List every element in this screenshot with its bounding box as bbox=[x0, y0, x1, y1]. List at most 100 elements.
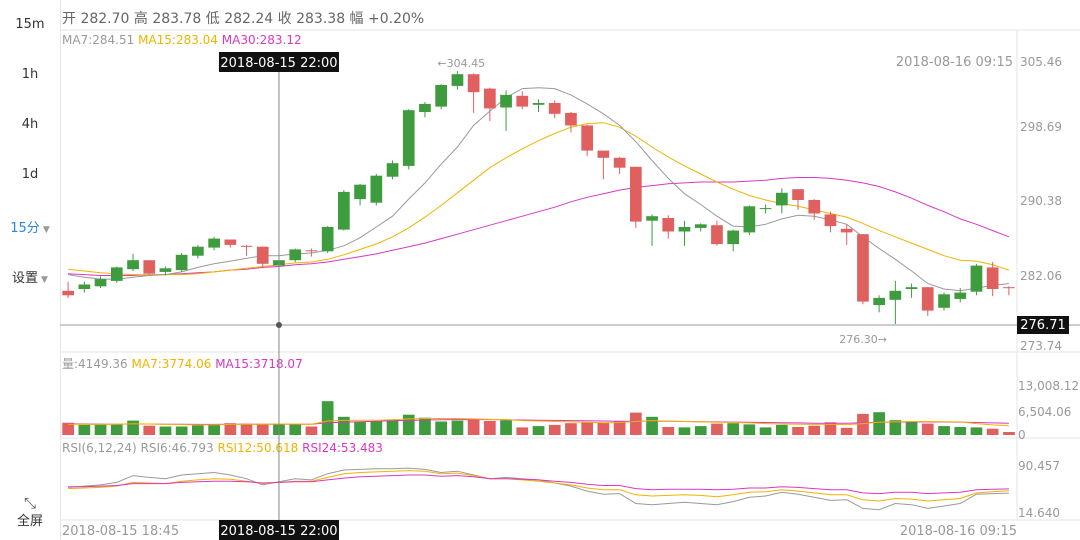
volume-bar bbox=[905, 421, 918, 435]
timeframe-more-dropdown[interactable]: 15分 ▼ bbox=[0, 217, 60, 236]
volume-bar bbox=[240, 423, 253, 435]
candle-body bbox=[662, 218, 675, 232]
volume-bar bbox=[451, 420, 464, 435]
volume-bar bbox=[938, 426, 950, 435]
candle-body bbox=[175, 254, 188, 271]
candle-body bbox=[889, 290, 902, 300]
expand-arrows-icon: ⤡ bbox=[23, 494, 36, 512]
timeframe-1h-label: 1h bbox=[21, 67, 39, 82]
candle-body bbox=[646, 216, 658, 221]
legend-ma7: MA7:284.51 bbox=[62, 33, 135, 47]
candle-body bbox=[500, 94, 512, 108]
timeframe-4h-label: 4h bbox=[21, 117, 39, 132]
candle-body bbox=[208, 238, 220, 248]
volume-bar bbox=[727, 423, 739, 435]
candle-body bbox=[743, 206, 756, 233]
volume-bar bbox=[548, 424, 561, 435]
candle-body bbox=[484, 88, 496, 109]
settings-dropdown[interactable]: 设置 ▼ bbox=[0, 267, 60, 286]
time-axis-end-label: 2018-08-16 09:15 bbox=[900, 524, 1017, 539]
volume-bar bbox=[354, 421, 366, 435]
volume-bar bbox=[62, 422, 74, 435]
timeframe-1d-label: 1d bbox=[21, 167, 39, 182]
volume-bar bbox=[192, 425, 204, 435]
volume-bar bbox=[224, 423, 237, 435]
candle-body bbox=[451, 74, 464, 86]
candle-body bbox=[613, 157, 626, 168]
candle-body bbox=[597, 150, 610, 158]
candle-body bbox=[921, 287, 934, 311]
volume-bar bbox=[386, 419, 399, 435]
candle-body bbox=[467, 74, 480, 93]
candle-body bbox=[808, 200, 821, 214]
volume-bar bbox=[321, 401, 334, 435]
legend-volume-ma15: MA15:3718.07 bbox=[215, 357, 303, 371]
volume-bar bbox=[94, 424, 107, 435]
timeframe-4h[interactable]: 4h bbox=[0, 117, 60, 132]
crosshair-time-bottom-bg bbox=[218, 520, 339, 540]
candle-body bbox=[792, 189, 804, 200]
rsi-tick-label: 90.457 bbox=[1018, 459, 1060, 473]
candle-body bbox=[159, 268, 172, 272]
volume-tick-label: 6,504.06 bbox=[1018, 405, 1071, 419]
chevron-down-icon: ▼ bbox=[41, 275, 48, 285]
timeframe-1h[interactable]: 1h bbox=[0, 67, 60, 82]
candle-body bbox=[986, 267, 999, 289]
timeframe-15m[interactable]: 15m bbox=[0, 17, 60, 32]
crosshair-time-top: 2018-08-15 22:00 bbox=[220, 56, 337, 71]
candle-body bbox=[630, 166, 642, 222]
volume-bar bbox=[662, 427, 675, 435]
candle-body bbox=[192, 246, 204, 256]
settings-label: 设置 bbox=[12, 271, 39, 286]
legend-rsi24: RSI24:53.483 bbox=[302, 441, 383, 455]
volume-bar bbox=[921, 423, 934, 435]
rsi-tick-label: 14.640 bbox=[1018, 506, 1060, 520]
candle-body bbox=[127, 260, 139, 270]
volume-bar bbox=[565, 423, 577, 435]
legend-rsi12: RSI12:50.618 bbox=[217, 441, 299, 455]
volume-bar bbox=[500, 420, 512, 435]
crosshair-price-label: 276.71 bbox=[1020, 318, 1066, 333]
candle-body bbox=[62, 290, 74, 296]
timeframe-15m-label: 15m bbox=[15, 17, 45, 32]
volume-bar bbox=[256, 424, 269, 435]
max-price-annotation: ←304.45 bbox=[437, 57, 485, 70]
volume-bar bbox=[484, 421, 496, 435]
candle-body bbox=[402, 110, 415, 166]
min-price-annotation: 276.30→ bbox=[839, 333, 887, 346]
ohlc-summary: 开 282.70 高 283.78 低 282.24 收 283.38 幅 +0… bbox=[62, 11, 425, 27]
price-tick-label: 282.06 bbox=[1020, 269, 1062, 283]
candle-body bbox=[110, 267, 123, 281]
candle-body bbox=[532, 103, 545, 105]
legend-volume: 量:4149.36 bbox=[62, 357, 128, 371]
volume-bar bbox=[467, 419, 480, 435]
candle-body bbox=[759, 208, 772, 210]
volume-bar bbox=[711, 423, 723, 435]
price-tick-label: 305.46 bbox=[1020, 55, 1062, 69]
volume-bar bbox=[1003, 432, 1015, 435]
candle-body bbox=[938, 294, 950, 308]
volume-bar bbox=[808, 425, 821, 435]
timeframe-1d[interactable]: 1d bbox=[0, 167, 60, 182]
top-time-label: 2018-08-16 09:15 bbox=[896, 55, 1013, 70]
volume-bar bbox=[289, 424, 302, 435]
candle-body bbox=[338, 191, 350, 230]
candle-body bbox=[694, 224, 707, 228]
candle-body bbox=[711, 225, 723, 245]
fullscreen-button[interactable]: ⤡ 全屏 bbox=[0, 494, 60, 530]
volume-legend: 量:4149.36 MA7:3774.06 MA15:3718.07 bbox=[62, 355, 303, 372]
candle-body bbox=[970, 265, 983, 292]
candle-body bbox=[840, 228, 853, 233]
volume-bar bbox=[970, 427, 983, 435]
price-tick-label: 290.38 bbox=[1020, 194, 1062, 208]
candle-body bbox=[419, 103, 431, 112]
chevron-down-icon: ▼ bbox=[42, 225, 50, 235]
volume-bar bbox=[338, 416, 350, 435]
volume-bar bbox=[127, 420, 139, 435]
rsi6-line bbox=[68, 467, 1009, 511]
candle-body bbox=[954, 292, 967, 299]
volume-bar bbox=[776, 424, 788, 435]
volume-bar bbox=[986, 428, 999, 435]
candle-body bbox=[435, 85, 447, 107]
